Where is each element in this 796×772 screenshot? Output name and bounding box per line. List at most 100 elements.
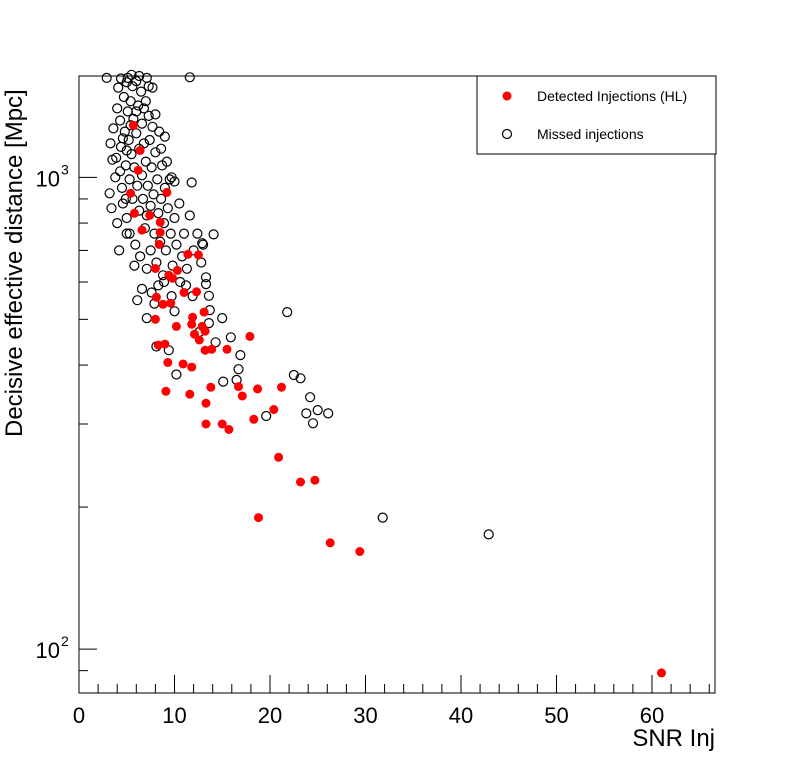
missed-injection-point bbox=[217, 313, 228, 324]
detected-injection-point bbox=[137, 225, 147, 235]
detected-injection-point bbox=[197, 321, 207, 331]
missed-injection-point bbox=[121, 228, 132, 239]
missed-injection-point bbox=[111, 152, 122, 163]
missed-injection-point bbox=[156, 143, 167, 154]
detected-injection-point bbox=[269, 405, 279, 414]
missed-injection-point bbox=[148, 189, 159, 200]
x-tick-label: 30 bbox=[353, 703, 377, 728]
missed-injection-point bbox=[113, 82, 124, 93]
missed-injection-point bbox=[164, 174, 175, 185]
missed-injection-point bbox=[146, 287, 157, 298]
missed-injection-point bbox=[132, 180, 143, 191]
missed-injection-point bbox=[120, 193, 131, 204]
detected-injection-point bbox=[224, 425, 234, 434]
detected-injection-point bbox=[192, 287, 201, 297]
missed-injection-point bbox=[131, 75, 142, 87]
detected-injection-point bbox=[150, 264, 160, 273]
legend-label-missed: Missed injections bbox=[537, 126, 644, 142]
legend-label-detected: Detected Injections (HL) bbox=[537, 88, 687, 104]
missed-injection-point bbox=[154, 126, 165, 137]
missed-injection-point bbox=[126, 69, 137, 80]
missed-injection-point bbox=[301, 408, 312, 419]
y-tick-exponent: 2 bbox=[61, 633, 69, 649]
detected-injection-point bbox=[153, 340, 163, 350]
x-tick-label: 60 bbox=[640, 703, 664, 728]
detected-injection-point bbox=[128, 120, 138, 130]
missed-injection-point bbox=[140, 156, 151, 167]
missed-injection-point bbox=[178, 228, 190, 239]
missed-injection-point bbox=[261, 410, 272, 422]
detected-injection-point bbox=[171, 321, 181, 331]
detected-injection-point bbox=[201, 419, 211, 429]
y-tick-label: 10 bbox=[36, 638, 60, 663]
missed-injection-point bbox=[108, 123, 119, 134]
detected-injection-point bbox=[135, 146, 145, 155]
missed-injection-point bbox=[130, 239, 141, 250]
missed-injection-point bbox=[112, 218, 123, 229]
legend: Detected Injections (HL) Missed injectio… bbox=[476, 75, 717, 155]
detected-injection-point bbox=[254, 513, 263, 523]
missed-injection-point bbox=[153, 208, 164, 219]
missed-injection-point bbox=[210, 337, 221, 348]
missed-injection-point bbox=[123, 134, 134, 146]
detected-injection-point bbox=[310, 475, 320, 485]
missed-injection-point bbox=[169, 306, 180, 317]
missed-injection-point bbox=[186, 177, 197, 188]
missed-injection-point bbox=[152, 174, 163, 185]
missed-injection-point bbox=[136, 118, 148, 129]
missed-injection-point bbox=[121, 212, 132, 224]
x-axis: 0 10 20 30 40 50 60 bbox=[73, 675, 710, 728]
detected-injection-point bbox=[129, 208, 139, 218]
missed-injection-point bbox=[218, 376, 229, 387]
missed-injection-point bbox=[225, 332, 236, 343]
missed-injection-point bbox=[115, 73, 127, 84]
legend-marker-missed bbox=[501, 128, 513, 140]
detected-injection-point bbox=[187, 319, 197, 329]
missed-injection-point bbox=[208, 229, 219, 240]
missed-injection-point bbox=[140, 96, 151, 107]
x-tick-label: 50 bbox=[544, 703, 568, 728]
detected-injection-point bbox=[185, 389, 195, 399]
detected-injection-point bbox=[253, 384, 263, 394]
missed-injection-point bbox=[138, 103, 149, 114]
detected-injection-point bbox=[163, 358, 173, 367]
detected-injection-point bbox=[160, 339, 170, 349]
missed-injection-point bbox=[184, 72, 195, 83]
missed-injection-point bbox=[235, 350, 246, 361]
missed-injection-point bbox=[169, 212, 180, 224]
missed-injection-point bbox=[192, 228, 203, 239]
missed-injection-point bbox=[198, 239, 209, 250]
missed-injection-point bbox=[295, 373, 306, 384]
missed-injection-point bbox=[113, 245, 125, 256]
missed-injection-point bbox=[171, 369, 182, 380]
detected-injection-point bbox=[133, 165, 143, 175]
missed-injection-point bbox=[132, 295, 143, 306]
detected-injection-point bbox=[206, 382, 216, 392]
missed-injection-point bbox=[119, 126, 130, 137]
missed-injection-point bbox=[323, 408, 334, 419]
missed-injection-point bbox=[136, 283, 148, 294]
missed-injection-point bbox=[118, 91, 130, 103]
missed-injection-point bbox=[138, 138, 149, 149]
y-tick-label: 10 bbox=[36, 166, 60, 191]
detected-injection-point bbox=[296, 477, 305, 487]
detected-injection-point bbox=[155, 217, 165, 227]
missed-injection-point bbox=[131, 128, 142, 139]
legend-box bbox=[476, 75, 717, 155]
missed-injection-point bbox=[175, 276, 186, 288]
missed-injection-point bbox=[150, 109, 161, 120]
detected-injection-point bbox=[234, 382, 243, 392]
missed-injection-point bbox=[124, 174, 135, 185]
missed-injection-point bbox=[114, 115, 126, 126]
missed-injection-point bbox=[174, 198, 185, 209]
missed-injection-point bbox=[233, 364, 244, 375]
detected-injection-point bbox=[183, 249, 193, 259]
missed-injection-point bbox=[483, 529, 494, 540]
detected-injection-point bbox=[199, 307, 209, 317]
missed-injection-point bbox=[141, 313, 152, 324]
missed-injection-point bbox=[105, 138, 116, 149]
detected-injection-point bbox=[217, 419, 227, 429]
y-axis-title: Decisive effective distance [Mpc] bbox=[1, 89, 28, 437]
y-tick-exponent: 3 bbox=[61, 161, 69, 177]
detected-injection-point bbox=[126, 188, 136, 198]
